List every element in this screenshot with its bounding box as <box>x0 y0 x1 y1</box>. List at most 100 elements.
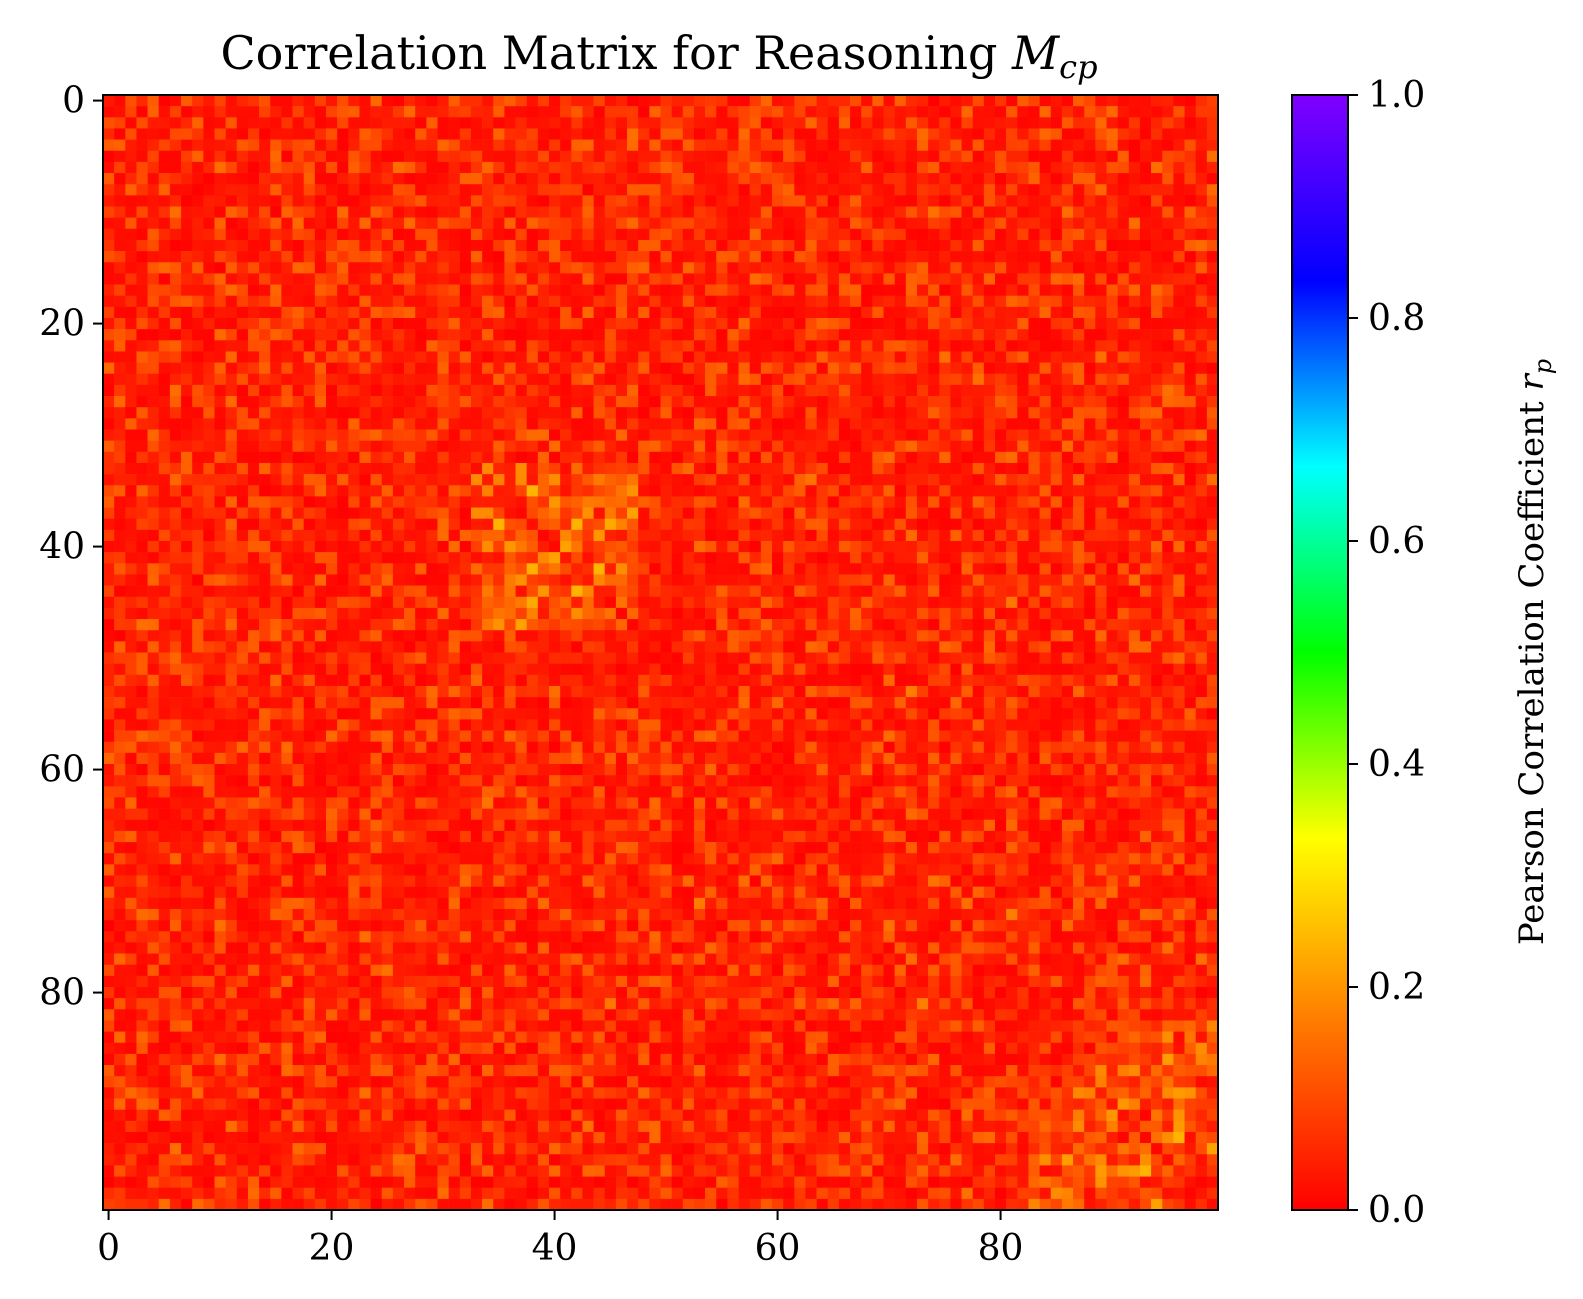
heatmap-cell <box>916 195 929 207</box>
heatmap-cell <box>604 641 617 653</box>
heatmap-cell <box>1006 161 1018 174</box>
heatmap-cell <box>314 173 327 185</box>
heatmap-cell <box>270 630 282 642</box>
heatmap-cell <box>872 462 884 475</box>
heatmap-cell <box>928 518 940 531</box>
heatmap-cell <box>615 429 628 441</box>
heatmap-cell <box>114 429 126 441</box>
heatmap-cell <box>883 217 895 230</box>
heatmap-cell <box>526 474 539 486</box>
heatmap-cell <box>816 184 829 196</box>
heatmap-cell <box>772 429 784 441</box>
heatmap-cell <box>281 518 293 531</box>
heatmap-cell <box>214 541 226 553</box>
heatmap-cell <box>916 306 929 319</box>
heatmap-cell <box>348 429 360 441</box>
heatmap-cell <box>894 574 907 586</box>
heatmap-cell <box>983 407 996 419</box>
heatmap-cell <box>437 607 449 620</box>
heatmap-cell <box>894 485 907 497</box>
heatmap-cell <box>649 474 661 486</box>
heatmap-cell <box>314 295 327 308</box>
heatmap-cell <box>292 362 304 375</box>
heatmap-cell <box>772 262 784 274</box>
heatmap-cell <box>615 418 628 430</box>
heatmap-cell <box>470 306 483 319</box>
heatmap-cell <box>961 585 973 598</box>
heatmap-cell <box>493 630 505 642</box>
heatmap-cell <box>147 507 160 519</box>
heatmap-cell <box>470 384 483 397</box>
heatmap-cell <box>482 329 494 341</box>
heatmap-cell <box>1050 217 1063 230</box>
heatmap-cell <box>805 607 817 620</box>
heatmap-cell <box>928 318 940 330</box>
heatmap-cell <box>448 384 461 397</box>
heatmap-cell <box>604 607 617 620</box>
heatmap-cell <box>838 518 851 531</box>
heatmap-cell <box>526 262 539 274</box>
heatmap-cell <box>627 106 639 118</box>
heatmap-cell <box>504 239 516 252</box>
heatmap-cell <box>303 407 316 419</box>
heatmap-cell <box>426 251 438 263</box>
heatmap-cell <box>1106 630 1118 642</box>
heatmap-cell <box>972 641 985 653</box>
heatmap-cell <box>259 641 271 653</box>
heatmap-cell <box>995 630 1007 642</box>
heatmap-cell <box>816 139 829 152</box>
heatmap-cell <box>537 128 550 140</box>
heatmap-cell <box>214 195 226 207</box>
heatmap-cell <box>103 429 115 441</box>
heatmap-cell <box>103 161 115 174</box>
heatmap-cell <box>560 418 572 430</box>
heatmap-cell <box>114 228 126 241</box>
heatmap-cell <box>1061 474 1074 486</box>
heatmap-cell <box>760 318 773 330</box>
heatmap-cell <box>916 139 929 152</box>
heatmap-cell <box>950 585 962 598</box>
heatmap-cell <box>136 95 148 107</box>
heatmap-cell <box>303 418 316 430</box>
heatmap-cell <box>838 340 851 352</box>
heatmap-cell <box>850 318 862 330</box>
heatmap-cell <box>1206 418 1219 430</box>
heatmap-cell <box>504 630 516 642</box>
heatmap-cell <box>705 128 717 140</box>
heatmap-cell <box>537 217 550 230</box>
heatmap-cell <box>916 262 929 274</box>
heatmap-cell <box>526 496 539 508</box>
heatmap-cell <box>426 641 438 653</box>
heatmap-cell <box>426 284 438 296</box>
heatmap-cell <box>1117 228 1130 241</box>
heatmap-cell <box>303 239 316 252</box>
heatmap-cell <box>850 228 862 241</box>
heatmap-cell <box>1106 206 1118 218</box>
heatmap-cell <box>571 228 583 241</box>
heatmap-cell <box>1139 440 1152 453</box>
heatmap-cell <box>526 161 539 174</box>
heatmap-cell <box>281 641 293 653</box>
heatmap-cell <box>169 418 182 430</box>
heatmap-cell <box>259 462 271 475</box>
heatmap-cell <box>660 318 672 330</box>
heatmap-cell <box>760 607 773 620</box>
heatmap-cell <box>381 117 394 129</box>
heatmap-cell <box>995 217 1007 230</box>
heatmap-cell <box>236 217 249 230</box>
heatmap-cell <box>392 284 405 296</box>
heatmap-cell <box>459 217 472 230</box>
heatmap-cell <box>1039 596 1052 609</box>
heatmap-cell <box>894 518 907 531</box>
heatmap-cell <box>1061 529 1074 542</box>
heatmap-cell <box>1173 396 1185 408</box>
heatmap-cell <box>995 485 1007 497</box>
heatmap-cell <box>359 507 371 519</box>
heatmap-cell <box>526 217 539 230</box>
heatmap-cell <box>1184 195 1196 207</box>
heatmap-cell <box>292 585 304 598</box>
heatmap-cell <box>872 351 884 363</box>
heatmap-cell <box>593 295 606 308</box>
heatmap-cell <box>1195 552 1208 564</box>
heatmap-cell <box>203 418 215 430</box>
